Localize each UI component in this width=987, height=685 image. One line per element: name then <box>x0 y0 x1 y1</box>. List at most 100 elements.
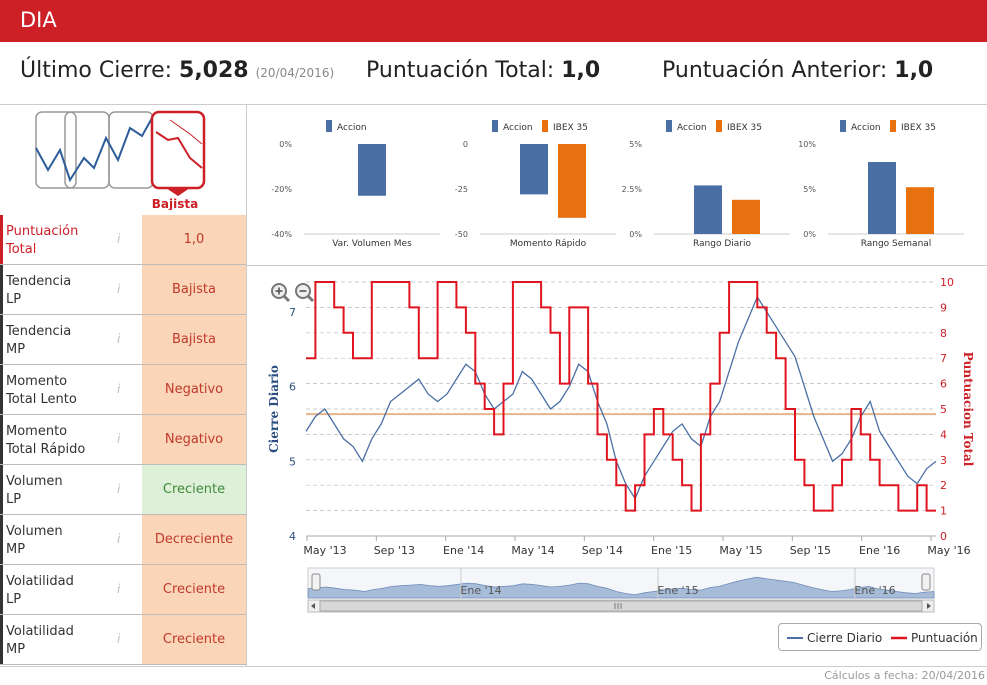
y-left-tick: 7 <box>289 306 296 319</box>
score-row-value: Negativo <box>142 415 246 464</box>
score-row-value: Creciente <box>142 565 246 614</box>
info-icon[interactable]: i <box>117 232 121 246</box>
previous-score-label: Puntuación Anterior: <box>662 58 888 83</box>
info-icon[interactable]: i <box>117 582 121 596</box>
scroll-left-icon[interactable] <box>311 603 315 609</box>
mini-y-tick: 0% <box>803 230 816 239</box>
info-icon[interactable]: i <box>117 382 121 396</box>
x-tick-label: Sep '13 <box>374 544 415 557</box>
y-right-tick: 2 <box>940 479 947 492</box>
x-tick-label: May '13 <box>303 544 346 557</box>
score-row-label: Momento Total Lento <box>0 365 142 414</box>
zoom-out-icon[interactable] <box>295 283 315 303</box>
divider <box>0 104 987 105</box>
legend-swatch <box>716 120 722 132</box>
pointer-icon <box>166 188 190 196</box>
scroll-right-icon[interactable] <box>927 603 931 609</box>
navigator-series <box>307 576 935 599</box>
series-cierre-diario[interactable] <box>305 295 937 501</box>
score-row-value: Creciente <box>142 615 246 664</box>
divider <box>246 265 987 266</box>
y-left-tick: 4 <box>289 530 296 543</box>
legend-item-puntuacion[interactable]: Puntuación <box>911 631 978 645</box>
legend-swatch <box>666 120 672 132</box>
y-right-tick: 7 <box>940 352 947 365</box>
x-tick-label: Sep '15 <box>790 544 831 557</box>
downtrend-icon <box>155 131 203 169</box>
legend-item-cierre[interactable]: Cierre Diario <box>807 631 882 645</box>
navigator-label: Ene '14 <box>460 584 501 597</box>
mini-chart-title: Momento Rápido <box>510 239 587 249</box>
mini-chart: Accion IBEX 35 10% 5% 0% Rango Semanal <box>798 120 964 249</box>
mini-legend-label: Accion <box>851 123 881 133</box>
score-row-value: 1,0 <box>142 215 246 264</box>
legend-swatch <box>492 120 498 132</box>
info-icon[interactable]: i <box>117 282 121 296</box>
score-row-label: Tendencia LP <box>0 265 142 314</box>
score-row-label: Volatilidad LP <box>0 565 142 614</box>
mini-chart-title: Var. Volumen Mes <box>332 239 412 249</box>
last-close: Último Cierre: 5,028 (20/04/2016) <box>20 58 334 83</box>
y-right-tick: 3 <box>940 454 947 467</box>
score-row: Volumen LP i Creciente <box>0 465 246 515</box>
trend-label: Bajista <box>152 197 198 210</box>
mini-y-tick: 2.5% <box>622 185 643 194</box>
mini-y-tick: 0% <box>279 140 292 149</box>
info-icon[interactable]: i <box>117 532 121 546</box>
x-tick-label: May '14 <box>511 544 554 557</box>
mini-bar[interactable] <box>694 185 722 234</box>
score-label-line2: Total Lento <box>6 392 77 407</box>
mini-bar[interactable] <box>732 199 760 234</box>
mini-bar[interactable] <box>358 144 386 196</box>
navigator-handle-left[interactable] <box>311 573 321 591</box>
footer-date: Cálculos a fecha: 20/04/2016 <box>824 669 985 682</box>
score-row-label: Volumen MP <box>0 515 142 564</box>
mini-y-tick: -50 <box>455 230 468 239</box>
series-puntuacion[interactable] <box>306 281 936 512</box>
score-label-line2: LP <box>6 592 22 607</box>
mini-chart-title: Rango Diario <box>693 239 752 249</box>
x-tick-label: Ene '15 <box>651 544 692 557</box>
y-left-label: Cierre Diario <box>267 365 281 453</box>
y-left-tick: 5 <box>289 455 296 468</box>
main-chart: 0 1 2 3 4 5 6 7 8 9 10 4 5 6 7 Cierre Diario Puntuacion … <box>267 276 975 613</box>
mini-bar[interactable] <box>906 187 934 234</box>
mini-legend-label: IBEX 35 <box>901 123 936 133</box>
trend-box-3 <box>108 111 154 189</box>
score-label-line1: Tendencia <box>6 324 72 339</box>
x-tick-label: Sep '14 <box>582 544 623 557</box>
y-right-tick: 5 <box>940 403 947 416</box>
scrollbar[interactable] <box>307 599 935 613</box>
score-row-value: Creciente <box>142 465 246 514</box>
score-label-line2: Total <box>6 242 37 257</box>
info-icon[interactable]: i <box>117 632 121 646</box>
score-label-line1: Volatilidad <box>6 624 74 639</box>
mini-y-tick: 0% <box>629 230 642 239</box>
score-label-line1: Tendencia <box>6 274 72 289</box>
score-row: Puntuación Total i 1,0 <box>0 215 246 265</box>
score-label-line2: MP <box>6 342 26 357</box>
info-icon[interactable]: i <box>117 332 121 346</box>
score-row-label: Volatilidad MP <box>0 615 142 664</box>
info-icon[interactable]: i <box>117 482 121 496</box>
previous-score: Puntuación Anterior: 1,0 <box>662 58 933 83</box>
score-label-line1: Volumen <box>6 524 63 539</box>
mini-y-tick: 5% <box>803 185 816 194</box>
mini-bar[interactable] <box>868 162 896 234</box>
mini-bar[interactable] <box>520 144 548 195</box>
info-icon[interactable]: i <box>117 432 121 446</box>
score-label-line2: Total Rápido <box>6 442 86 457</box>
y-right-tick: 10 <box>940 276 954 289</box>
navigator-handle-right[interactable] <box>921 573 931 591</box>
last-close-label: Último Cierre: <box>20 58 173 83</box>
legend-swatch <box>890 120 896 132</box>
zoom-in-icon[interactable] <box>271 283 291 303</box>
range-navigator[interactable]: Ene '14 Ene '15 Ene '16 <box>307 567 935 599</box>
legend-swatch <box>326 120 332 132</box>
mini-bar[interactable] <box>558 144 586 218</box>
y-right-tick: 1 <box>940 505 947 518</box>
score-row: Momento Total Rápido i Negativo <box>0 415 246 465</box>
mini-legend-label: IBEX 35 <box>727 123 762 133</box>
score-row-value: Decreciente <box>142 515 246 564</box>
score-label-line2: MP <box>6 642 26 657</box>
